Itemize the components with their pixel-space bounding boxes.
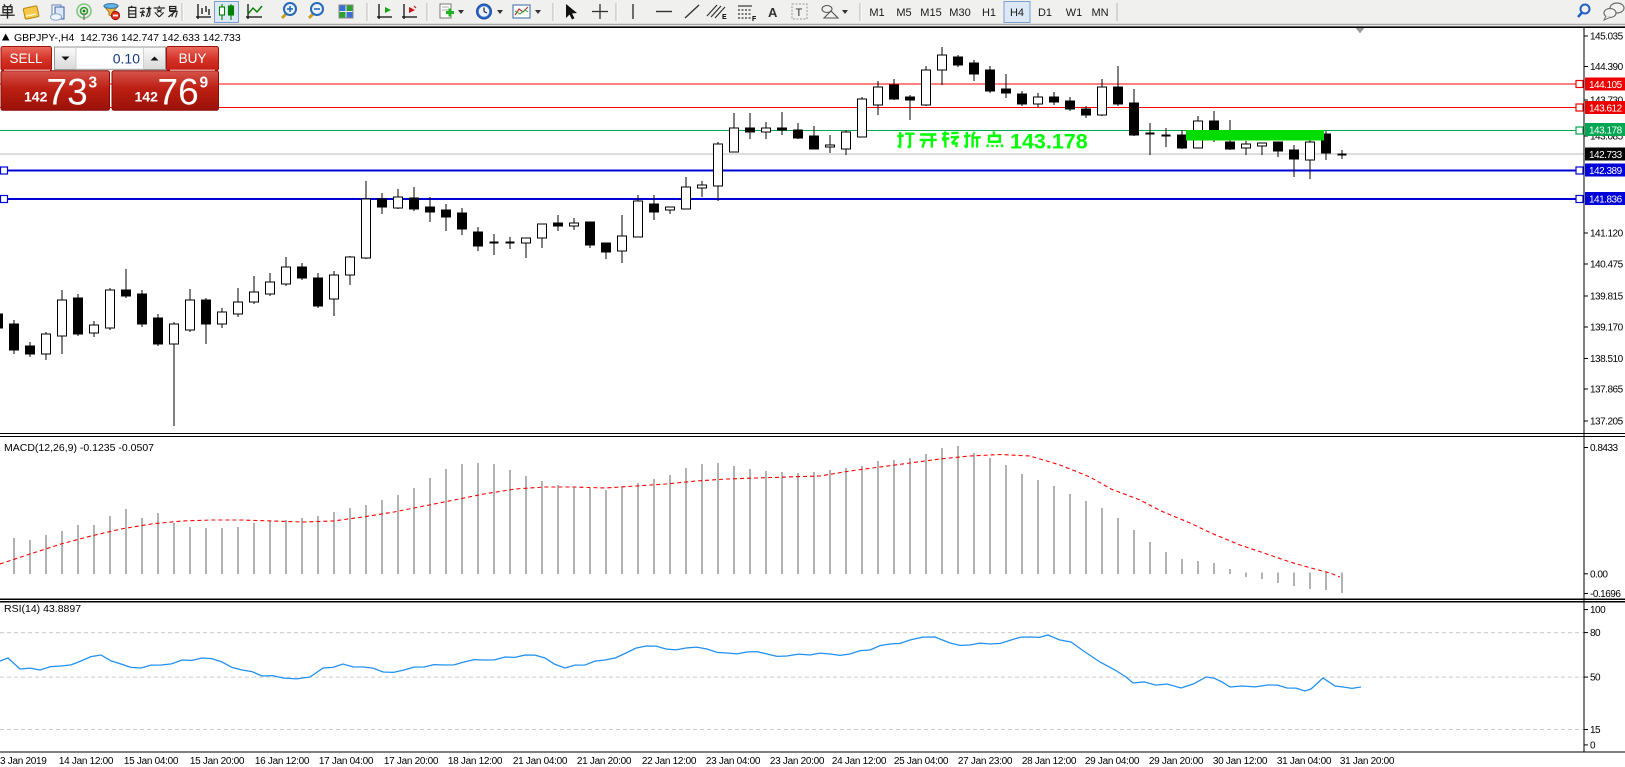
svg-text:144.390: 144.390 bbox=[1590, 62, 1624, 73]
svg-text:M15: M15 bbox=[920, 7, 941, 19]
svg-text:142: 142 bbox=[135, 89, 159, 105]
svg-text:M30: M30 bbox=[949, 7, 970, 19]
svg-text:21 Jan 20:00: 21 Jan 20:00 bbox=[577, 756, 632, 767]
svg-text:100: 100 bbox=[1590, 605, 1606, 616]
svg-text:RSI(14) 43.8897: RSI(14) 43.8897 bbox=[4, 603, 81, 615]
svg-text:142.389: 142.389 bbox=[1589, 166, 1623, 177]
svg-text:E: E bbox=[722, 14, 727, 21]
svg-text:137.865: 137.865 bbox=[1590, 385, 1624, 396]
svg-text:17 Jan 20:00: 17 Jan 20:00 bbox=[384, 756, 439, 767]
svg-text:142: 142 bbox=[24, 89, 48, 105]
svg-text:139.170: 139.170 bbox=[1590, 323, 1624, 334]
svg-text:23 Jan 20:00: 23 Jan 20:00 bbox=[770, 756, 825, 767]
svg-text:0.10: 0.10 bbox=[113, 51, 140, 67]
svg-text:28 Jan 12:00: 28 Jan 12:00 bbox=[1022, 756, 1077, 767]
svg-text:MN: MN bbox=[1091, 7, 1108, 19]
svg-text:16 Jan 12:00: 16 Jan 12:00 bbox=[255, 756, 310, 767]
svg-text:21 Jan 04:00: 21 Jan 04:00 bbox=[513, 756, 568, 767]
svg-text:22 Jan 12:00: 22 Jan 12:00 bbox=[642, 756, 697, 767]
svg-text:30 Jan 12:00: 30 Jan 12:00 bbox=[1213, 756, 1268, 767]
svg-text:-0.1696: -0.1696 bbox=[1590, 589, 1621, 600]
svg-text:25 Jan 04:00: 25 Jan 04:00 bbox=[894, 756, 949, 767]
svg-text:137.205: 137.205 bbox=[1590, 417, 1624, 428]
svg-text:18 Jan 12:00: 18 Jan 12:00 bbox=[448, 756, 503, 767]
svg-text:139.815: 139.815 bbox=[1590, 292, 1624, 303]
svg-text:T: T bbox=[796, 7, 803, 19]
svg-text:31 Jan 04:00: 31 Jan 04:00 bbox=[1277, 756, 1332, 767]
svg-text:BUY: BUY bbox=[179, 51, 207, 66]
svg-text:143.178: 143.178 bbox=[1589, 125, 1623, 136]
svg-text:0.8433: 0.8433 bbox=[1590, 443, 1619, 454]
svg-text:A: A bbox=[768, 5, 778, 20]
svg-text:F: F bbox=[752, 16, 757, 23]
svg-text:138.510: 138.510 bbox=[1590, 354, 1624, 365]
svg-text:0: 0 bbox=[1590, 740, 1596, 751]
svg-text:W1: W1 bbox=[1066, 7, 1083, 19]
svg-text:142.733: 142.733 bbox=[1589, 150, 1623, 161]
svg-text:50: 50 bbox=[1590, 673, 1601, 684]
svg-text:15: 15 bbox=[1590, 725, 1601, 736]
svg-text:27 Jan 23:00: 27 Jan 23:00 bbox=[958, 756, 1013, 767]
svg-text:140.475: 140.475 bbox=[1590, 260, 1624, 271]
svg-text:GBPJPY-,H4 142.736 142.747 14: GBPJPY-,H4 142.736 142.747 142.633 142.7… bbox=[14, 32, 241, 44]
svg-text:MACD(12,26,9) -0.1235 -0.0507: MACD(12,26,9) -0.1235 -0.0507 bbox=[4, 442, 154, 454]
svg-text:3: 3 bbox=[89, 75, 98, 92]
svg-text:M5: M5 bbox=[896, 7, 911, 19]
svg-text:76: 76 bbox=[158, 72, 199, 113]
svg-text:73: 73 bbox=[47, 72, 88, 113]
svg-text:15 Jan 04:00: 15 Jan 04:00 bbox=[124, 756, 179, 767]
svg-text:29 Jan 04:00: 29 Jan 04:00 bbox=[1085, 756, 1140, 767]
svg-text:17 Jan 04:00: 17 Jan 04:00 bbox=[319, 756, 374, 767]
svg-text:14 Jan 12:00: 14 Jan 12:00 bbox=[59, 756, 114, 767]
svg-text:9: 9 bbox=[200, 75, 209, 92]
svg-text:SELL: SELL bbox=[9, 51, 43, 66]
svg-text:0.00: 0.00 bbox=[1590, 569, 1608, 580]
svg-text:143.085: 143.085 bbox=[1590, 132, 1624, 143]
svg-text:143.612: 143.612 bbox=[1589, 103, 1623, 114]
svg-text:141.836: 141.836 bbox=[1589, 194, 1623, 205]
svg-text:80: 80 bbox=[1590, 628, 1601, 639]
svg-text:24 Jan 12:00: 24 Jan 12:00 bbox=[832, 756, 887, 767]
svg-text:M1: M1 bbox=[869, 7, 884, 19]
svg-text:23 Jan 04:00: 23 Jan 04:00 bbox=[706, 756, 761, 767]
svg-text:29 Jan 20:00: 29 Jan 20:00 bbox=[1149, 756, 1204, 767]
svg-text:31 Jan 20:00: 31 Jan 20:00 bbox=[1340, 756, 1395, 767]
svg-text:141.120: 141.120 bbox=[1590, 229, 1624, 240]
svg-text:H4: H4 bbox=[1010, 7, 1024, 19]
svg-text:144.105: 144.105 bbox=[1589, 80, 1623, 91]
svg-text:D1: D1 bbox=[1038, 7, 1052, 19]
svg-text:H1: H1 bbox=[982, 7, 996, 19]
svg-text:15 Jan 20:00: 15 Jan 20:00 bbox=[190, 756, 245, 767]
svg-text:143.178: 143.178 bbox=[1010, 130, 1088, 154]
svg-text:3 Jan 2019: 3 Jan 2019 bbox=[0, 756, 47, 767]
svg-text:145.035: 145.035 bbox=[1590, 32, 1624, 43]
